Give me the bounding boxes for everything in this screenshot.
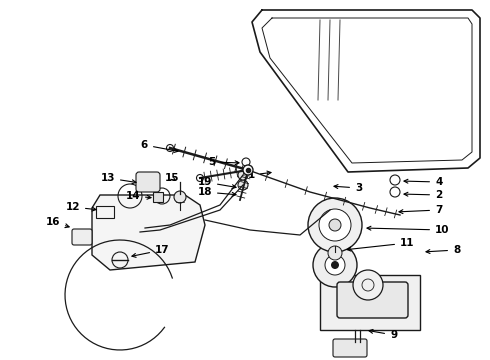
FancyBboxPatch shape [136, 172, 160, 192]
Circle shape [328, 246, 342, 260]
Text: 19: 19 [197, 177, 236, 189]
Text: 13: 13 [100, 173, 136, 184]
Text: 2: 2 [404, 190, 442, 200]
Text: 8: 8 [426, 245, 460, 255]
Circle shape [313, 243, 357, 287]
Text: 11: 11 [347, 238, 415, 251]
Text: 14: 14 [125, 191, 151, 201]
Text: 18: 18 [197, 187, 236, 197]
Circle shape [325, 255, 345, 275]
Circle shape [238, 180, 248, 190]
Circle shape [331, 261, 339, 269]
Text: 5: 5 [208, 157, 239, 167]
Circle shape [329, 219, 341, 231]
Circle shape [243, 165, 253, 175]
FancyBboxPatch shape [153, 192, 163, 202]
Circle shape [319, 209, 351, 241]
Text: 16: 16 [46, 217, 69, 228]
Text: 4: 4 [404, 177, 442, 187]
FancyBboxPatch shape [337, 282, 408, 318]
Text: 12: 12 [66, 202, 96, 212]
Circle shape [242, 158, 250, 166]
Text: 17: 17 [132, 245, 170, 257]
Text: 7: 7 [399, 205, 442, 215]
Circle shape [167, 144, 173, 152]
Text: 3: 3 [334, 183, 362, 193]
Text: 9: 9 [369, 329, 397, 340]
Polygon shape [92, 195, 205, 270]
FancyBboxPatch shape [72, 229, 92, 245]
Circle shape [196, 175, 203, 181]
FancyBboxPatch shape [333, 339, 367, 357]
Circle shape [174, 191, 186, 203]
Circle shape [353, 270, 383, 300]
Text: 10: 10 [367, 225, 449, 235]
Text: 15: 15 [165, 173, 179, 183]
Text: 6: 6 [141, 140, 178, 153]
Circle shape [238, 170, 248, 180]
Circle shape [308, 198, 362, 252]
Text: 1: 1 [248, 170, 271, 180]
FancyBboxPatch shape [320, 275, 420, 330]
